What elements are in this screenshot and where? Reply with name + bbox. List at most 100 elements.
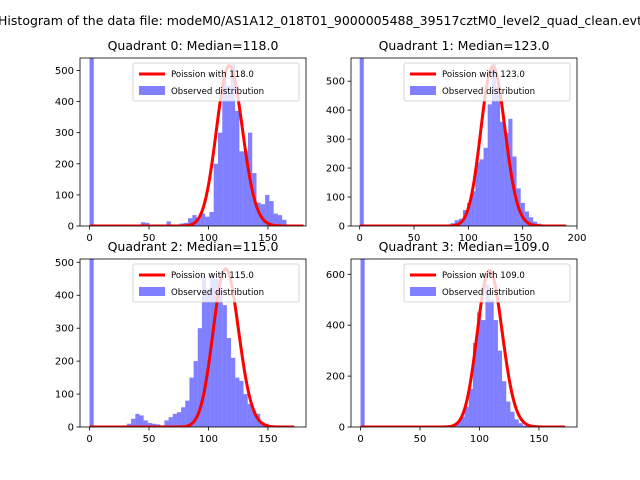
- figure-suptitle: Histogram of the data file: modeM0/AS1A1…: [0, 13, 640, 28]
- y-tick-label: 200: [326, 164, 345, 175]
- quadrant-panel-2: 0 50 100 150 0 100 200 300 400 500 Quadrant 2: Med…: [55, 239, 307, 445]
- histogram-bar: [181, 407, 186, 427]
- histogram-bar: [456, 421, 461, 427]
- histogram-bar: [145, 222, 150, 226]
- histogram-bar: [475, 162, 480, 226]
- legend-label-hist: Observed distribution: [171, 87, 264, 97]
- histogram-bar: [210, 275, 215, 427]
- histogram-bar: [231, 357, 236, 427]
- x-tick-label: 100: [199, 434, 218, 445]
- histogram-bar: [524, 211, 529, 226]
- x-tick-label: 50: [143, 233, 156, 244]
- histogram-bar: [491, 63, 496, 226]
- y-tick-label: 200: [55, 357, 74, 368]
- legend-hist-swatch: [139, 287, 165, 296]
- x-tick-label: 100: [470, 434, 489, 445]
- y-tick-label: 400: [326, 106, 345, 117]
- histogram-bar: [164, 420, 169, 427]
- y-tick-label: 100: [326, 193, 345, 204]
- histogram-bar: [489, 299, 494, 427]
- x-tick-label: 150: [258, 434, 277, 445]
- histogram-bar: [500, 121, 505, 226]
- x-tick-label: 0: [357, 233, 363, 244]
- histogram-bar: [140, 222, 146, 226]
- histogram-bar: [135, 413, 140, 427]
- x-tick-label: 0: [357, 434, 363, 445]
- quadrant-panel-1: 0 50 100 150 200 0 100 200 300 400 500 Quadrant 1: …: [326, 38, 587, 244]
- histogram-bar: [514, 419, 519, 427]
- x-tick-label: 50: [408, 233, 421, 244]
- y-tick-label: 300: [55, 324, 74, 335]
- y-tick-label: 500: [326, 77, 345, 88]
- histogram-bar: [193, 361, 198, 427]
- histogram-bar: [235, 110, 240, 226]
- histogram-bar: [487, 104, 492, 226]
- histogram-bar: [192, 215, 197, 226]
- axes-frame: [350, 57, 578, 227]
- histogram-bar: [168, 417, 173, 427]
- legend-label-hist: Observed distribution: [171, 288, 264, 298]
- histogram-bar: [89, 259, 94, 427]
- plot-area: [359, 58, 567, 226]
- axes-frame: [79, 57, 307, 227]
- x-tick-label: 0: [86, 233, 92, 244]
- x-tick-label: 100: [459, 233, 478, 244]
- histogram-bar: [277, 215, 283, 226]
- histogram-bar: [196, 217, 201, 226]
- histogram-bar: [510, 411, 515, 427]
- legend-label-fit: Poission with 118.0: [171, 70, 254, 80]
- histogram-bar: [201, 275, 207, 427]
- histogram-bar: [483, 147, 488, 226]
- y-tick-label: 400: [326, 321, 345, 332]
- histogram-bar: [522, 425, 528, 427]
- histogram-bar: [230, 64, 236, 226]
- legend-hist-swatch: [410, 86, 436, 95]
- histogram-bar: [217, 132, 223, 226]
- histogram-bar: [251, 410, 257, 427]
- histogram-bar: [222, 76, 227, 226]
- x-tick-label: 50: [414, 434, 427, 445]
- panel-title: Quadrant 0: Median=118.0: [108, 38, 279, 53]
- legend-frame: [132, 263, 300, 303]
- histogram-bar: [460, 416, 465, 427]
- x-tick-label: 0: [86, 434, 92, 445]
- histogram-bar: [139, 415, 144, 427]
- histogram-bar: [235, 377, 240, 427]
- y-tick-label: 500: [55, 258, 74, 269]
- histogram-bar: [504, 133, 509, 226]
- histogram-bar: [471, 191, 476, 226]
- histogram-bar: [188, 218, 193, 226]
- histogram-bar: [533, 221, 538, 226]
- y-tick-label: 100: [55, 190, 74, 201]
- histogram-bar: [479, 159, 484, 226]
- histogram-bar: [189, 377, 194, 427]
- histogram-bar: [468, 388, 473, 427]
- histogram-bar: [218, 288, 223, 427]
- poisson-fit-line: [360, 268, 566, 427]
- plot-area: [360, 259, 566, 427]
- legend: Poission with 115.0 Observed distribution: [132, 263, 300, 303]
- histogram-bar: [247, 403, 252, 427]
- axes-frame: [350, 258, 578, 428]
- histogram-bar: [497, 350, 503, 427]
- histogram-bar: [481, 320, 486, 427]
- y-tick-label: 300: [55, 128, 74, 139]
- legend-hist-swatch: [410, 287, 436, 296]
- panel-title: Quadrant 2: Median=115.0: [108, 239, 279, 254]
- histogram-bar: [185, 400, 190, 427]
- histogram-bar: [506, 401, 511, 427]
- quadrant-panel-3: 0 50 100 150 0 200 400 600 Quadrant 3: Median=10…: [326, 239, 578, 445]
- panel-title: Quadrant 3: Median=109.0: [379, 239, 550, 254]
- x-tick-label: 150: [258, 233, 277, 244]
- histogram-bar: [269, 201, 274, 226]
- legend-frame: [132, 62, 300, 102]
- histogram-bar: [485, 284, 490, 427]
- x-tick-label: 50: [143, 434, 156, 445]
- legend-hist-swatch: [139, 86, 165, 95]
- histogram-bar: [260, 204, 266, 226]
- histogram-bar: [200, 213, 206, 226]
- x-tick-label: 200: [567, 233, 586, 244]
- histogram-bar: [360, 259, 365, 427]
- histogram-bar: [239, 151, 244, 226]
